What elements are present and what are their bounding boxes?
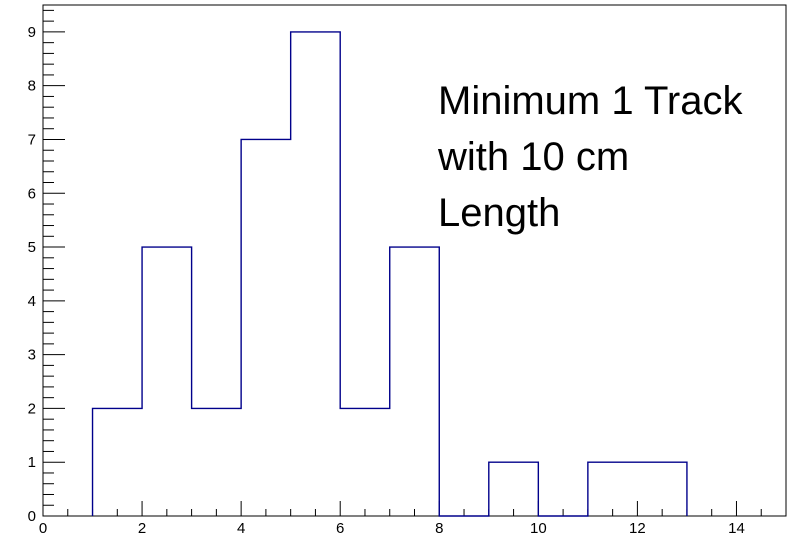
y-axis-major-ticks — [43, 31, 65, 517]
chart-annotation: Minimum 1 Track with 10 cm Length — [437, 79, 743, 235]
y-axis-tick-labels: 0 1 2 3 4 5 6 7 8 9 — [28, 24, 36, 525]
y-tick-label: 7 — [28, 131, 36, 148]
annotation-line: Length — [438, 191, 560, 235]
x-tick-label: 8 — [435, 520, 443, 537]
x-tick-label: 14 — [728, 520, 745, 537]
histogram-series-line — [91, 31, 688, 517]
y-tick-label: 0 — [28, 508, 36, 525]
y-tick-label: 3 — [28, 347, 36, 364]
y-tick-label: 9 — [28, 24, 36, 41]
x-tick-label: 4 — [237, 520, 245, 537]
x-tick-label: 0 — [39, 520, 47, 537]
y-tick-label: 2 — [28, 400, 36, 417]
x-axis-minor-ticks — [67, 509, 787, 516]
y-tick-label: 6 — [28, 185, 36, 202]
annotation-line: Minimum 1 Track — [438, 79, 743, 123]
x-axis-tick-labels: 0 2 4 6 8 10 12 14 — [39, 520, 745, 537]
x-tick-label: 6 — [336, 520, 344, 537]
x-tick-label: 12 — [629, 520, 646, 537]
y-tick-label: 5 — [28, 239, 36, 256]
y-axis-minor-ticks — [43, 9, 54, 506]
y-tick-label: 4 — [28, 293, 36, 310]
x-tick-label: 2 — [138, 520, 146, 537]
y-tick-label: 8 — [28, 78, 36, 95]
y-tick-label: 1 — [28, 454, 36, 471]
annotation-line: with 10 cm — [437, 135, 629, 179]
x-tick-label: 10 — [530, 520, 547, 537]
